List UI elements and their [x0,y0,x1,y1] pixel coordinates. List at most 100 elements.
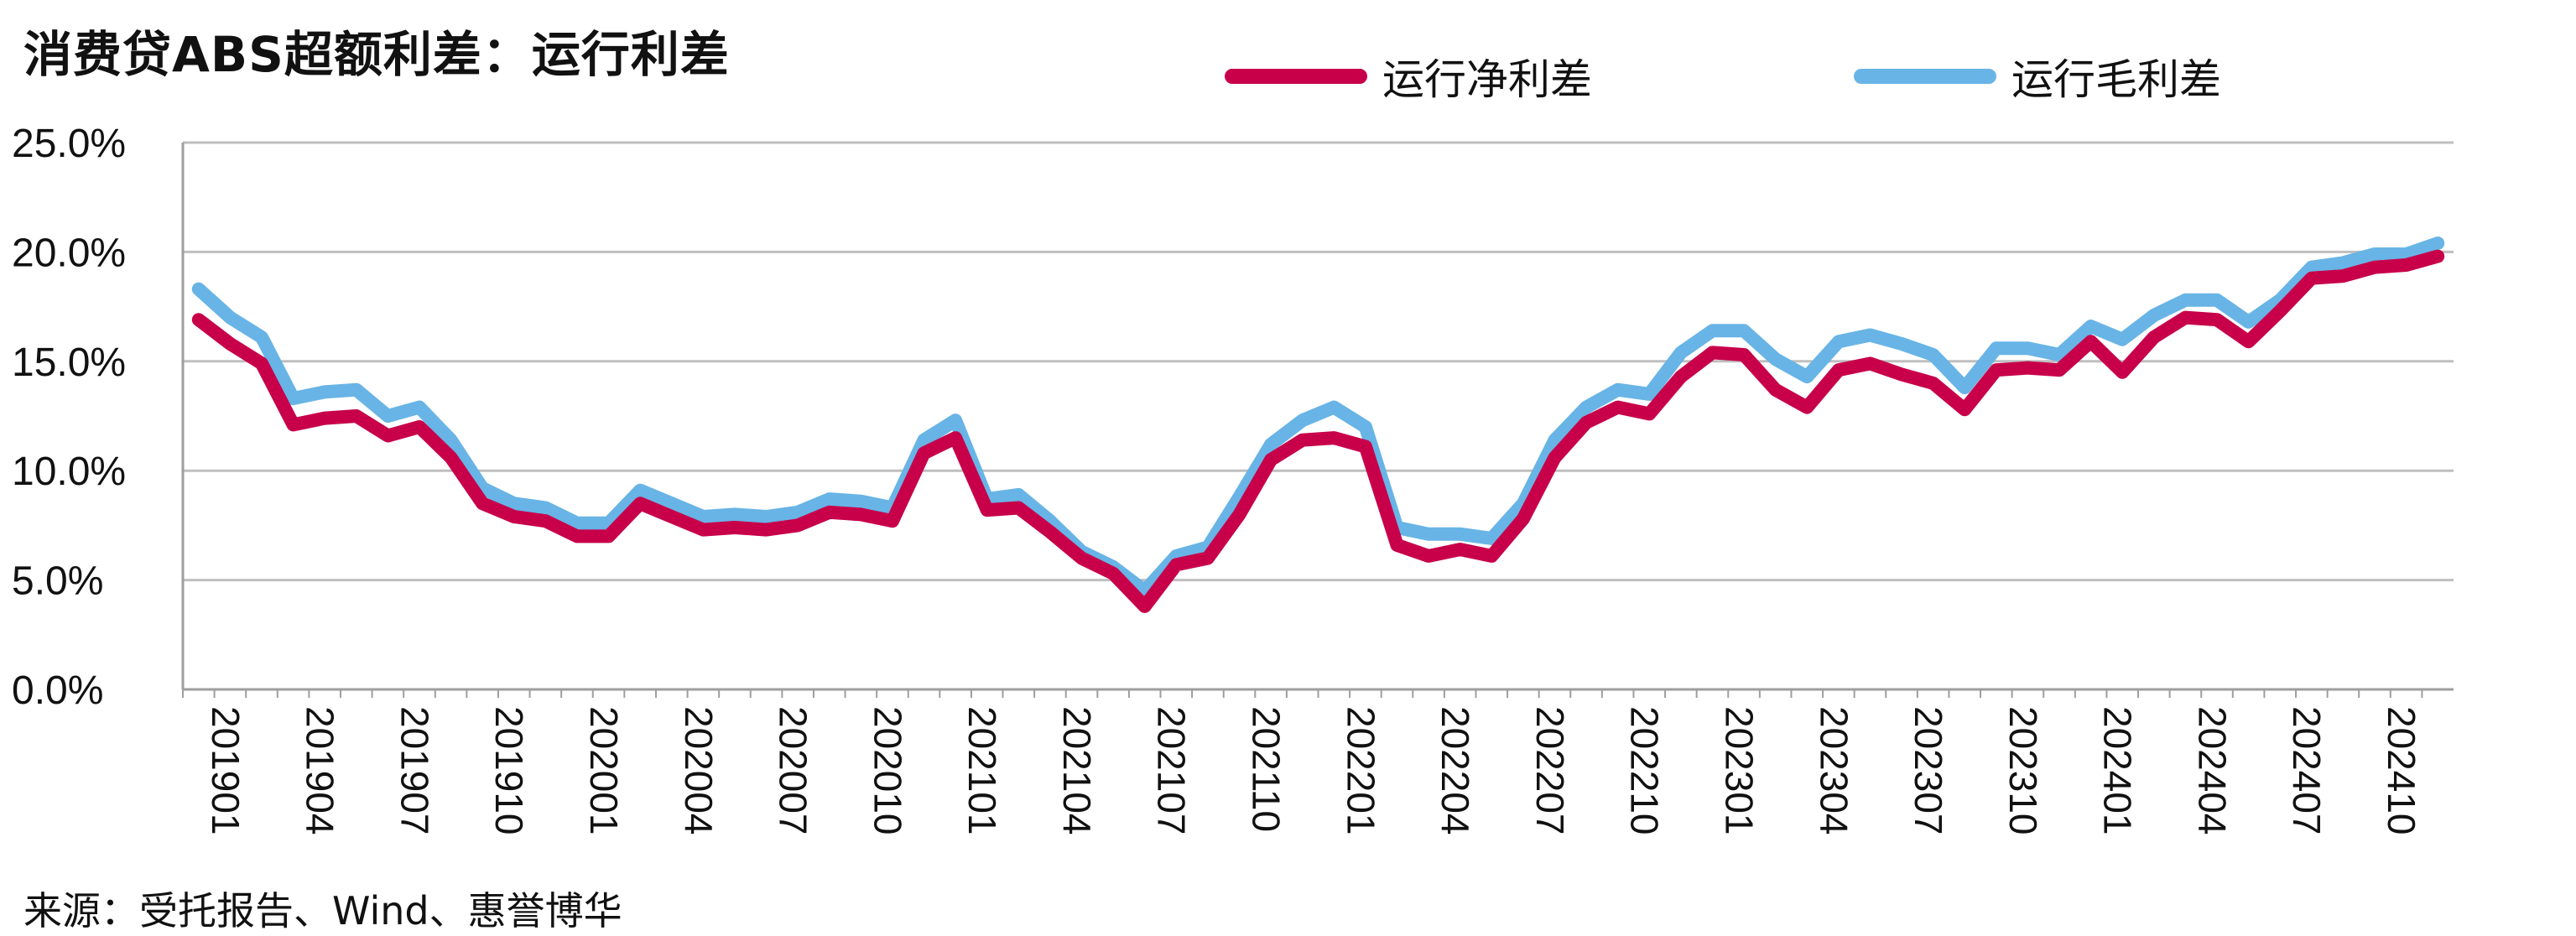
data-point-gross [954,419,957,422]
data-point-net [1143,605,1147,608]
data-point-gross [1206,545,1210,549]
data-point-net [260,361,263,365]
data-point-gross [1647,393,1651,396]
data-point-gross [1049,519,1052,523]
x-tick-label: 202204 [1434,706,1477,835]
data-point-gross [197,288,200,291]
data-point-gross [1174,554,1178,558]
x-tick-label: 202107 [1150,706,1194,835]
data-point-gross [1017,493,1020,497]
data-point-gross [1238,495,1241,498]
data-point-net [1868,361,1871,365]
data-point-net [1427,554,1430,558]
data-point-gross [1710,329,1714,332]
data-point-net [1395,543,1398,547]
data-point-net [2121,371,2124,374]
x-tick-label: 202404 [2190,706,2234,835]
data-point-net [1459,548,1462,551]
data-point-net [1364,445,1367,449]
data-point-net [2215,318,2219,321]
data-point-gross [765,515,768,518]
data-point-gross [891,507,894,510]
y-tick-label: 15.0% [12,341,126,385]
data-point-net [2152,335,2156,339]
data-point-net [828,511,831,514]
data-point-gross [575,522,579,525]
data-point-net [1553,456,1556,460]
x-tick-label: 201907 [393,706,436,835]
data-point-gross [2026,346,2029,350]
data-point-gross [1963,386,1966,389]
x-tick-label: 202004 [677,706,721,835]
data-point-gross [450,439,453,442]
data-point-gross [1805,375,1808,378]
data-point-gross [1427,533,1430,536]
y-tick-label: 0.0% [12,668,103,713]
data-point-gross [2215,299,2219,302]
data-point-gross [323,390,326,393]
x-tick-label: 202007 [772,706,815,835]
data-point-gross [1111,565,1115,569]
data-point-net [2183,316,2187,320]
data-point-net [1774,388,1777,392]
source-note: 来源：受托报告、Wind、惠誉博华 [23,888,622,933]
data-point-gross [544,507,547,510]
data-point-net [1900,372,1903,376]
data-point-gross [1742,329,1746,332]
data-point-gross [638,489,642,492]
series-line-gross [191,237,2445,598]
data-point-net [1111,572,1115,575]
data-point-gross [1364,425,1367,429]
x-tick-label: 202307 [1907,706,1950,835]
data-point-gross [2436,242,2439,245]
data-point-net [2373,266,2376,269]
x-tick-label: 202110 [1245,706,1288,832]
data-point-gross [2247,320,2251,324]
data-point-net [197,318,200,321]
data-point-gross [607,522,611,525]
data-point-gross [1868,334,1871,337]
x-tick-label: 202310 [2001,706,2045,835]
chart-title: 消费贷ABS超额利差：运行利差 [23,26,730,83]
data-point-gross [2341,261,2344,264]
data-point-net [2026,367,2029,370]
data-point-net [1049,530,1052,533]
legend-item-net: 运行净利差 [1225,46,1592,107]
data-point-net [1963,408,1966,411]
data-point-gross [260,335,263,339]
data-point-gross [1900,342,1903,346]
data-point-gross [1837,340,1840,343]
data-point-net [923,451,926,455]
data-point-net [1080,557,1084,560]
legend-label-gross: 运行毛利差 [2011,55,2221,104]
data-point-gross [923,439,926,442]
x-tick-label: 202201 [1339,706,1382,835]
data-point-net [1616,406,1620,409]
data-point-gross [1774,357,1777,361]
data-point-gross [2405,252,2408,256]
data-point-gross [2278,299,2282,302]
data-point-gross [513,502,516,505]
data-point-net [1647,412,1651,415]
data-point-gross [292,397,295,400]
x-tick-label: 201901 [204,706,247,835]
data-point-net [1269,458,1272,461]
data-point-net [418,425,421,429]
data-point-gross [1932,353,1935,356]
y-tick-label: 25.0% [12,122,126,166]
data-point-net [1742,353,1746,356]
data-point-gross [1459,533,1462,536]
x-tick-label: 202101 [960,706,1004,835]
data-point-net [228,342,232,346]
data-point-net [765,528,768,532]
data-point-gross [1616,388,1620,392]
data-point-net [2341,274,2344,278]
x-tick-label: 202304 [1812,706,1855,835]
data-point-gross [1553,439,1556,442]
data-point-gross [386,414,389,418]
data-point-net [2436,255,2439,258]
data-point-gross [670,502,674,505]
data-point-net [2310,277,2313,280]
data-point-net [323,417,326,420]
data-point-net [2405,263,2408,267]
